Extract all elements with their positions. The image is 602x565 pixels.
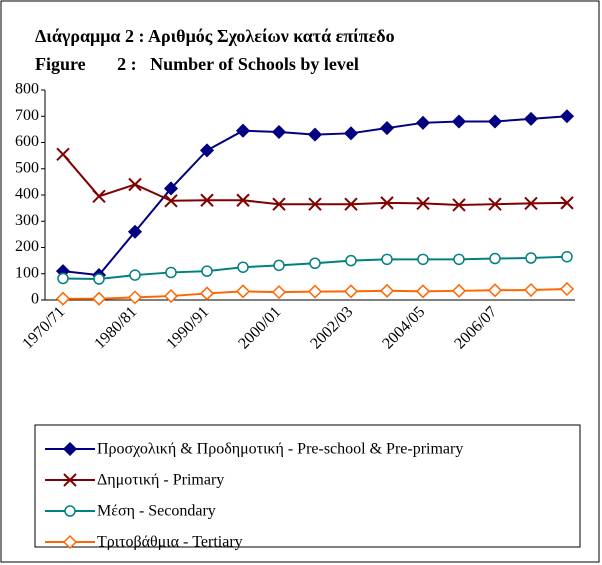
data-point (307, 284, 323, 299)
legend-box (34, 424, 581, 548)
data-point (523, 111, 539, 126)
legend-label: Μέση - Secondary (97, 503, 216, 520)
data-point (343, 126, 359, 141)
data-point (415, 115, 431, 130)
chart-title: Διάγραμμα 2 : Αριθμός Σχολείων κατά επίπ… (35, 26, 395, 46)
data-point (235, 123, 251, 138)
data-point (127, 224, 143, 239)
data-point (128, 177, 142, 192)
data-point (93, 273, 105, 285)
data-point (561, 250, 573, 263)
data-point (236, 193, 250, 207)
data-point (163, 181, 179, 196)
data-point (416, 196, 430, 211)
data-point (272, 197, 286, 211)
data-point (271, 285, 287, 300)
data-point (199, 143, 215, 158)
data-point (91, 291, 107, 306)
data-point (524, 196, 538, 211)
data-point (451, 114, 467, 129)
data-point (415, 284, 431, 299)
data-point (164, 194, 178, 208)
data-point (129, 269, 141, 281)
y-tick-label: 400 (15, 186, 39, 203)
data-point (307, 127, 323, 142)
data-point (235, 284, 251, 299)
data-point (344, 197, 358, 211)
legend-label: Τριτοβάθμια - Tertiary (97, 534, 243, 551)
data-point (308, 197, 322, 211)
data-point (453, 253, 465, 266)
data-point (271, 124, 287, 140)
data-point (200, 193, 214, 207)
legend-marker (64, 505, 76, 517)
data-point (127, 290, 143, 305)
legend-marker (62, 534, 78, 550)
data-point (199, 286, 215, 301)
y-tick-label: 100 (15, 264, 39, 281)
data-point (417, 253, 429, 266)
data-point (525, 252, 537, 264)
data-point (489, 252, 501, 265)
data-point (201, 265, 213, 277)
data-point (380, 196, 394, 210)
legend-label: Δημοτική - Primary (97, 472, 224, 489)
data-point (165, 266, 177, 279)
data-point (345, 254, 357, 267)
data-point (487, 283, 503, 298)
data-point (451, 283, 467, 298)
data-point (381, 253, 393, 266)
data-point (56, 147, 70, 162)
data-point (487, 114, 503, 129)
legend-label: Προσχολική & Προδημοτική - Pre-school & … (97, 441, 463, 458)
data-point (237, 261, 249, 273)
legend-marker (62, 441, 78, 457)
data-point (57, 272, 69, 285)
data-point (559, 281, 575, 297)
chart-subtitle: Figure 2 : Number of Schools by level (35, 54, 359, 74)
data-point (309, 257, 321, 269)
data-point (488, 197, 502, 211)
data-point (55, 291, 71, 306)
y-tick-label: 600 (15, 133, 39, 150)
data-point (560, 196, 574, 210)
y-tick-label: 700 (15, 107, 39, 124)
data-point (163, 289, 179, 304)
y-tick-label: 300 (15, 212, 39, 229)
data-point (379, 121, 395, 136)
data-point (92, 189, 106, 204)
y-tick-label: 800 (15, 81, 39, 98)
data-point (559, 109, 575, 124)
data-point (343, 284, 359, 299)
y-tick-label: 500 (15, 159, 39, 176)
data-point (273, 259, 285, 272)
data-point (523, 282, 539, 298)
y-tick-label: 200 (15, 238, 39, 255)
legend-marker (63, 473, 77, 487)
y-tick-label: 0 (31, 291, 39, 308)
data-point (379, 283, 395, 298)
data-point (452, 198, 466, 212)
